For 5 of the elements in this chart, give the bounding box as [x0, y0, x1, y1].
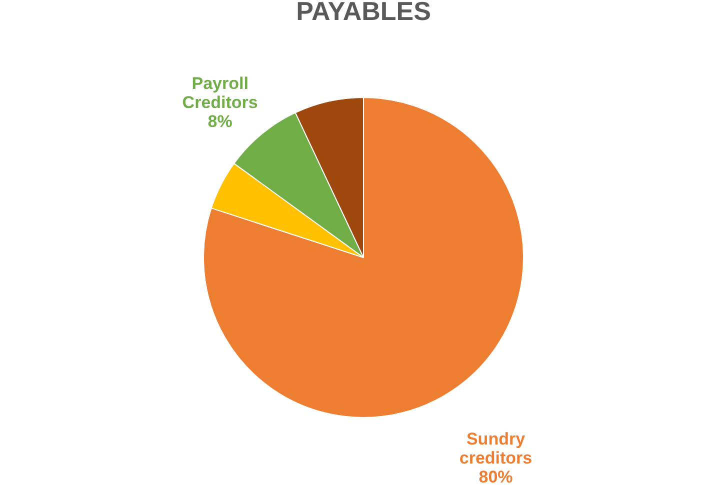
data-label: 8%: [208, 112, 232, 132]
slice-label: Payroll Creditors: [182, 74, 258, 112]
chart-title: PAYABLES: [296, 0, 431, 26]
slice-label: Sundry creditors: [459, 430, 532, 468]
data-label: 80%: [478, 468, 513, 485]
